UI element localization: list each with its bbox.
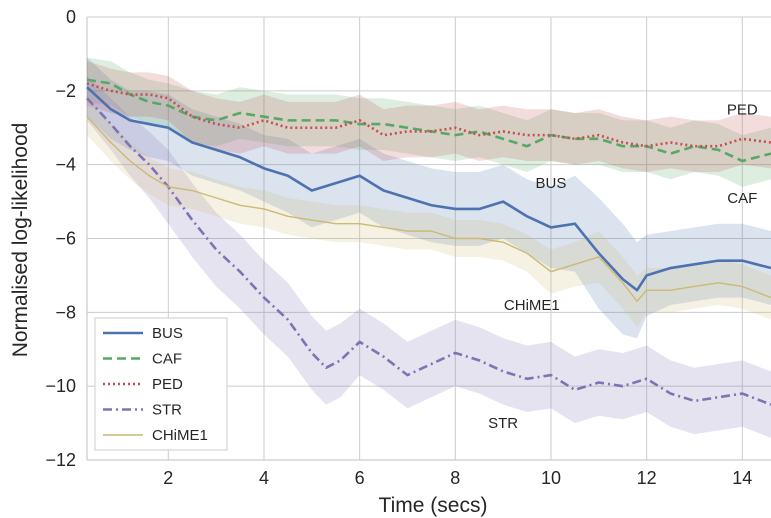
y-tick-label: −12 <box>45 450 76 470</box>
annotation-caf: CAF <box>727 190 757 207</box>
series-line-bus <box>86 86 771 292</box>
band-chime1 <box>87 98 771 328</box>
legend: BUS CAF PED STR CHiME1 <box>94 317 228 451</box>
y-tick-labels: 0 −2 −4 −6 −8 −10 −12 <box>45 7 76 470</box>
annotation-bus: BUS <box>536 175 567 192</box>
legend-box <box>94 317 228 451</box>
y-tick-label: −8 <box>55 302 76 322</box>
x-tick-label: 4 <box>259 468 269 488</box>
annotation-str: STR <box>488 415 518 432</box>
x-tick-labels: 2 4 6 8 10 12 14 <box>163 468 752 488</box>
x-tick-label: 10 <box>541 468 561 488</box>
x-tick-label: 14 <box>732 468 752 488</box>
series-annotations: PED BUS CAF CHiME1 STR <box>488 101 758 432</box>
legend-label-chime1: CHiME1 <box>152 427 208 444</box>
band-bus <box>87 57 771 339</box>
annotation-chime1: CHiME1 <box>504 297 560 314</box>
annotation-ped: PED <box>727 101 758 118</box>
legend-label-bus: BUS <box>152 325 183 342</box>
y-tick-label: −10 <box>45 376 76 396</box>
x-tick-label: 2 <box>163 468 173 488</box>
grid <box>86 16 771 461</box>
legend-label-str: STR <box>152 402 182 419</box>
legend-label-ped: PED <box>152 376 183 393</box>
series-line-chime1 <box>86 116 771 302</box>
y-axis-label: Normalised log-likelihood <box>9 123 32 358</box>
y-tick-label: 0 <box>66 7 76 27</box>
y-tick-label: −2 <box>55 81 76 101</box>
x-tick-label: 12 <box>637 468 657 488</box>
y-tick-label: −6 <box>55 229 76 249</box>
series-line-str <box>86 97 771 406</box>
y-tick-label: −4 <box>55 155 76 175</box>
x-tick-label: 8 <box>450 468 460 488</box>
series-lines <box>86 78 771 406</box>
band-ped <box>87 61 771 173</box>
x-tick-label: 6 <box>355 468 365 488</box>
series-line-caf <box>86 78 771 163</box>
band-caf <box>87 57 771 187</box>
x-axis-label: Time (secs) <box>379 494 488 517</box>
legend-label-caf: CAF <box>152 351 182 368</box>
